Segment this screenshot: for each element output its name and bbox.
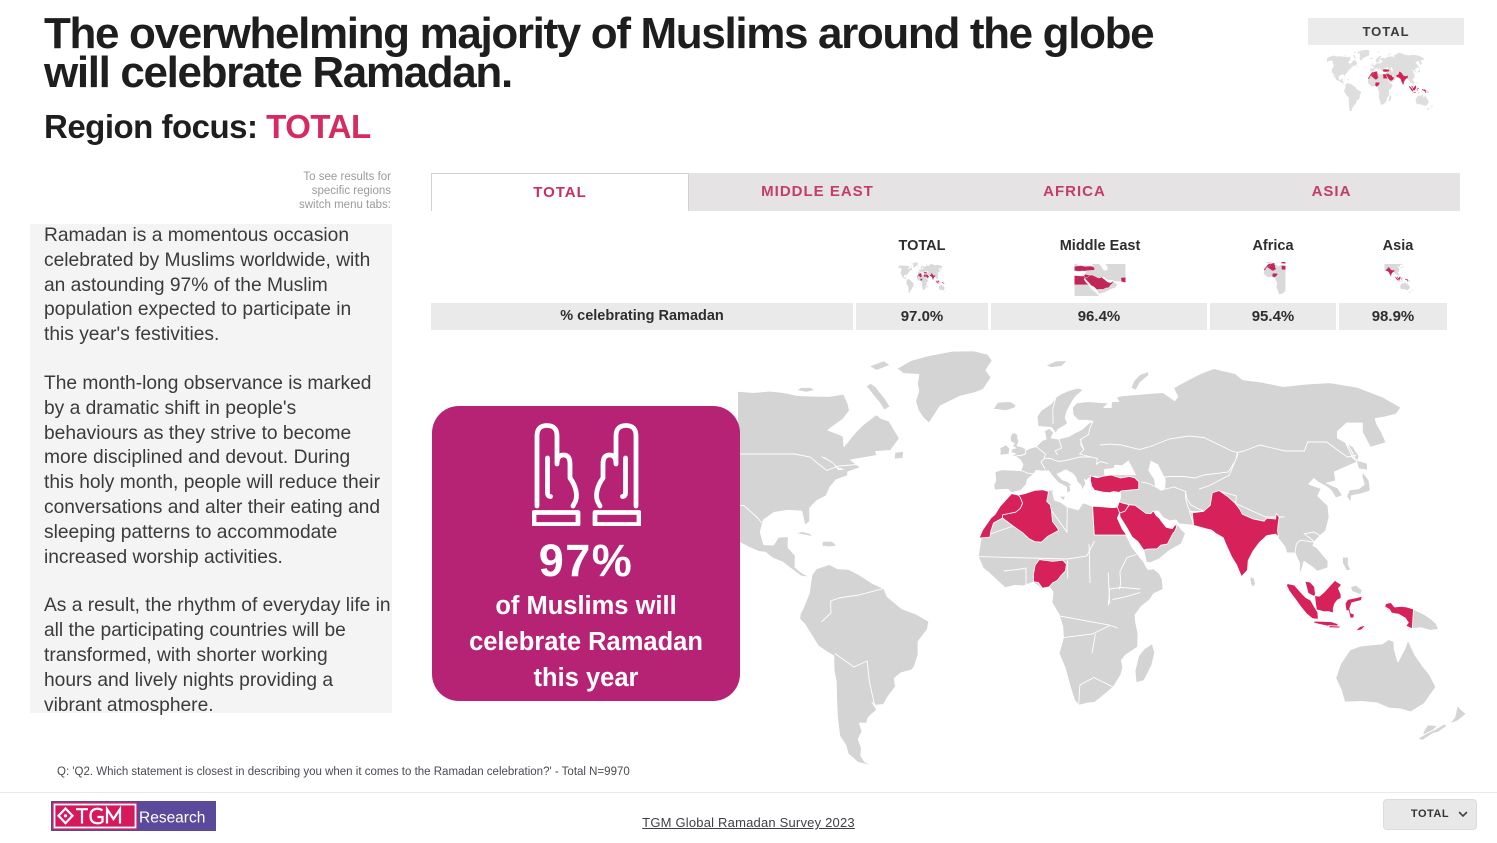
- svg-text:Research: Research: [139, 810, 205, 827]
